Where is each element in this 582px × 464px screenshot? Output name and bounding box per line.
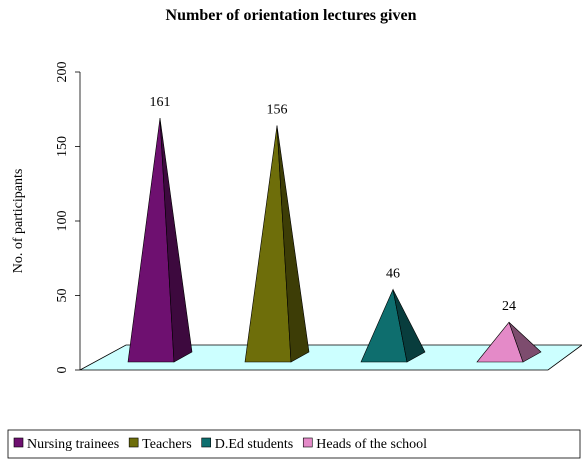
legend-swatch (302, 437, 313, 448)
legend-label: Teachers (142, 437, 192, 452)
pyramid-side (276, 125, 310, 363)
legend-label: D.Ed students (215, 437, 294, 452)
pyramid-side (392, 289, 426, 363)
pyramid-side (159, 118, 193, 363)
data-label: 24 (502, 299, 516, 314)
legend-box (7, 429, 581, 459)
data-label: 156 (267, 103, 288, 118)
y-tick-label: 200 (55, 62, 70, 83)
y-tick-label: 150 (55, 136, 70, 157)
data-label: 46 (386, 266, 400, 281)
y-tick-label: 0 (55, 367, 70, 374)
chart-title: Number of orientation lectures given (166, 7, 417, 24)
legend-swatch (128, 437, 139, 448)
legend-label: Heads of the school (316, 437, 427, 452)
y-tick-label: 100 (55, 211, 70, 232)
data-label: 161 (150, 95, 171, 110)
legend-label: Nursing trainees (27, 437, 119, 452)
legend-swatch (13, 437, 24, 448)
y-axis-label: No. of participants (11, 169, 26, 274)
legend-swatch (201, 437, 212, 448)
pyramid-side (508, 322, 542, 363)
floor (79, 344, 582, 371)
y-tick-label: 50 (55, 289, 70, 303)
